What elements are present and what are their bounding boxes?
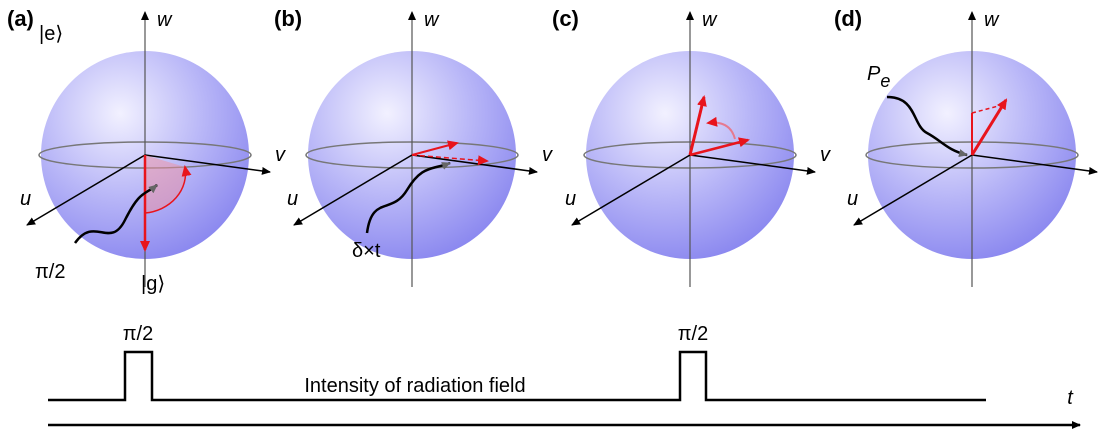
axis-label: v [820,144,831,166]
time-axis-label: t [1067,387,1074,409]
bloch-sphere-panel: (a) w v u π/2 |e⟩ |g⟩ [7,6,286,295]
ramsey-diagram: π/2 π/2 Intensity of radiation field t (… [0,0,1102,436]
timeline-caption: Intensity of radiation field [304,375,525,397]
rotation-label: π/2 [35,261,65,283]
bloch-sphere-panel: (d)wvuPe [834,6,1102,287]
axis-label: u [565,188,576,210]
bloch-sphere-panel: (c) w v u [552,6,831,287]
axis-label: w [702,9,718,31]
axis-label: w [424,9,440,31]
axis-label: w [984,9,1000,31]
subscript: e [880,71,890,91]
excited-state: |e⟩ [39,23,63,45]
panel-label: (c) [552,6,579,31]
axis-label: u [847,188,858,210]
axis-label: v [275,144,286,166]
panel-label: (b) [274,6,302,31]
axis-label: v [542,144,553,166]
ground-state: |g⟩ [141,273,165,295]
panel-label: (d) [834,6,862,31]
axis-label: u [287,188,298,210]
pulse-label: π/2 [123,323,153,345]
pulse-label: π/2 [678,323,708,345]
phase-label: δ×t [352,240,381,262]
probability-label: Pe [867,63,890,91]
axis-label: u [20,188,31,210]
symbol: P [867,63,881,85]
axis-label: w [157,9,173,31]
panel-label: (a) [7,6,34,31]
